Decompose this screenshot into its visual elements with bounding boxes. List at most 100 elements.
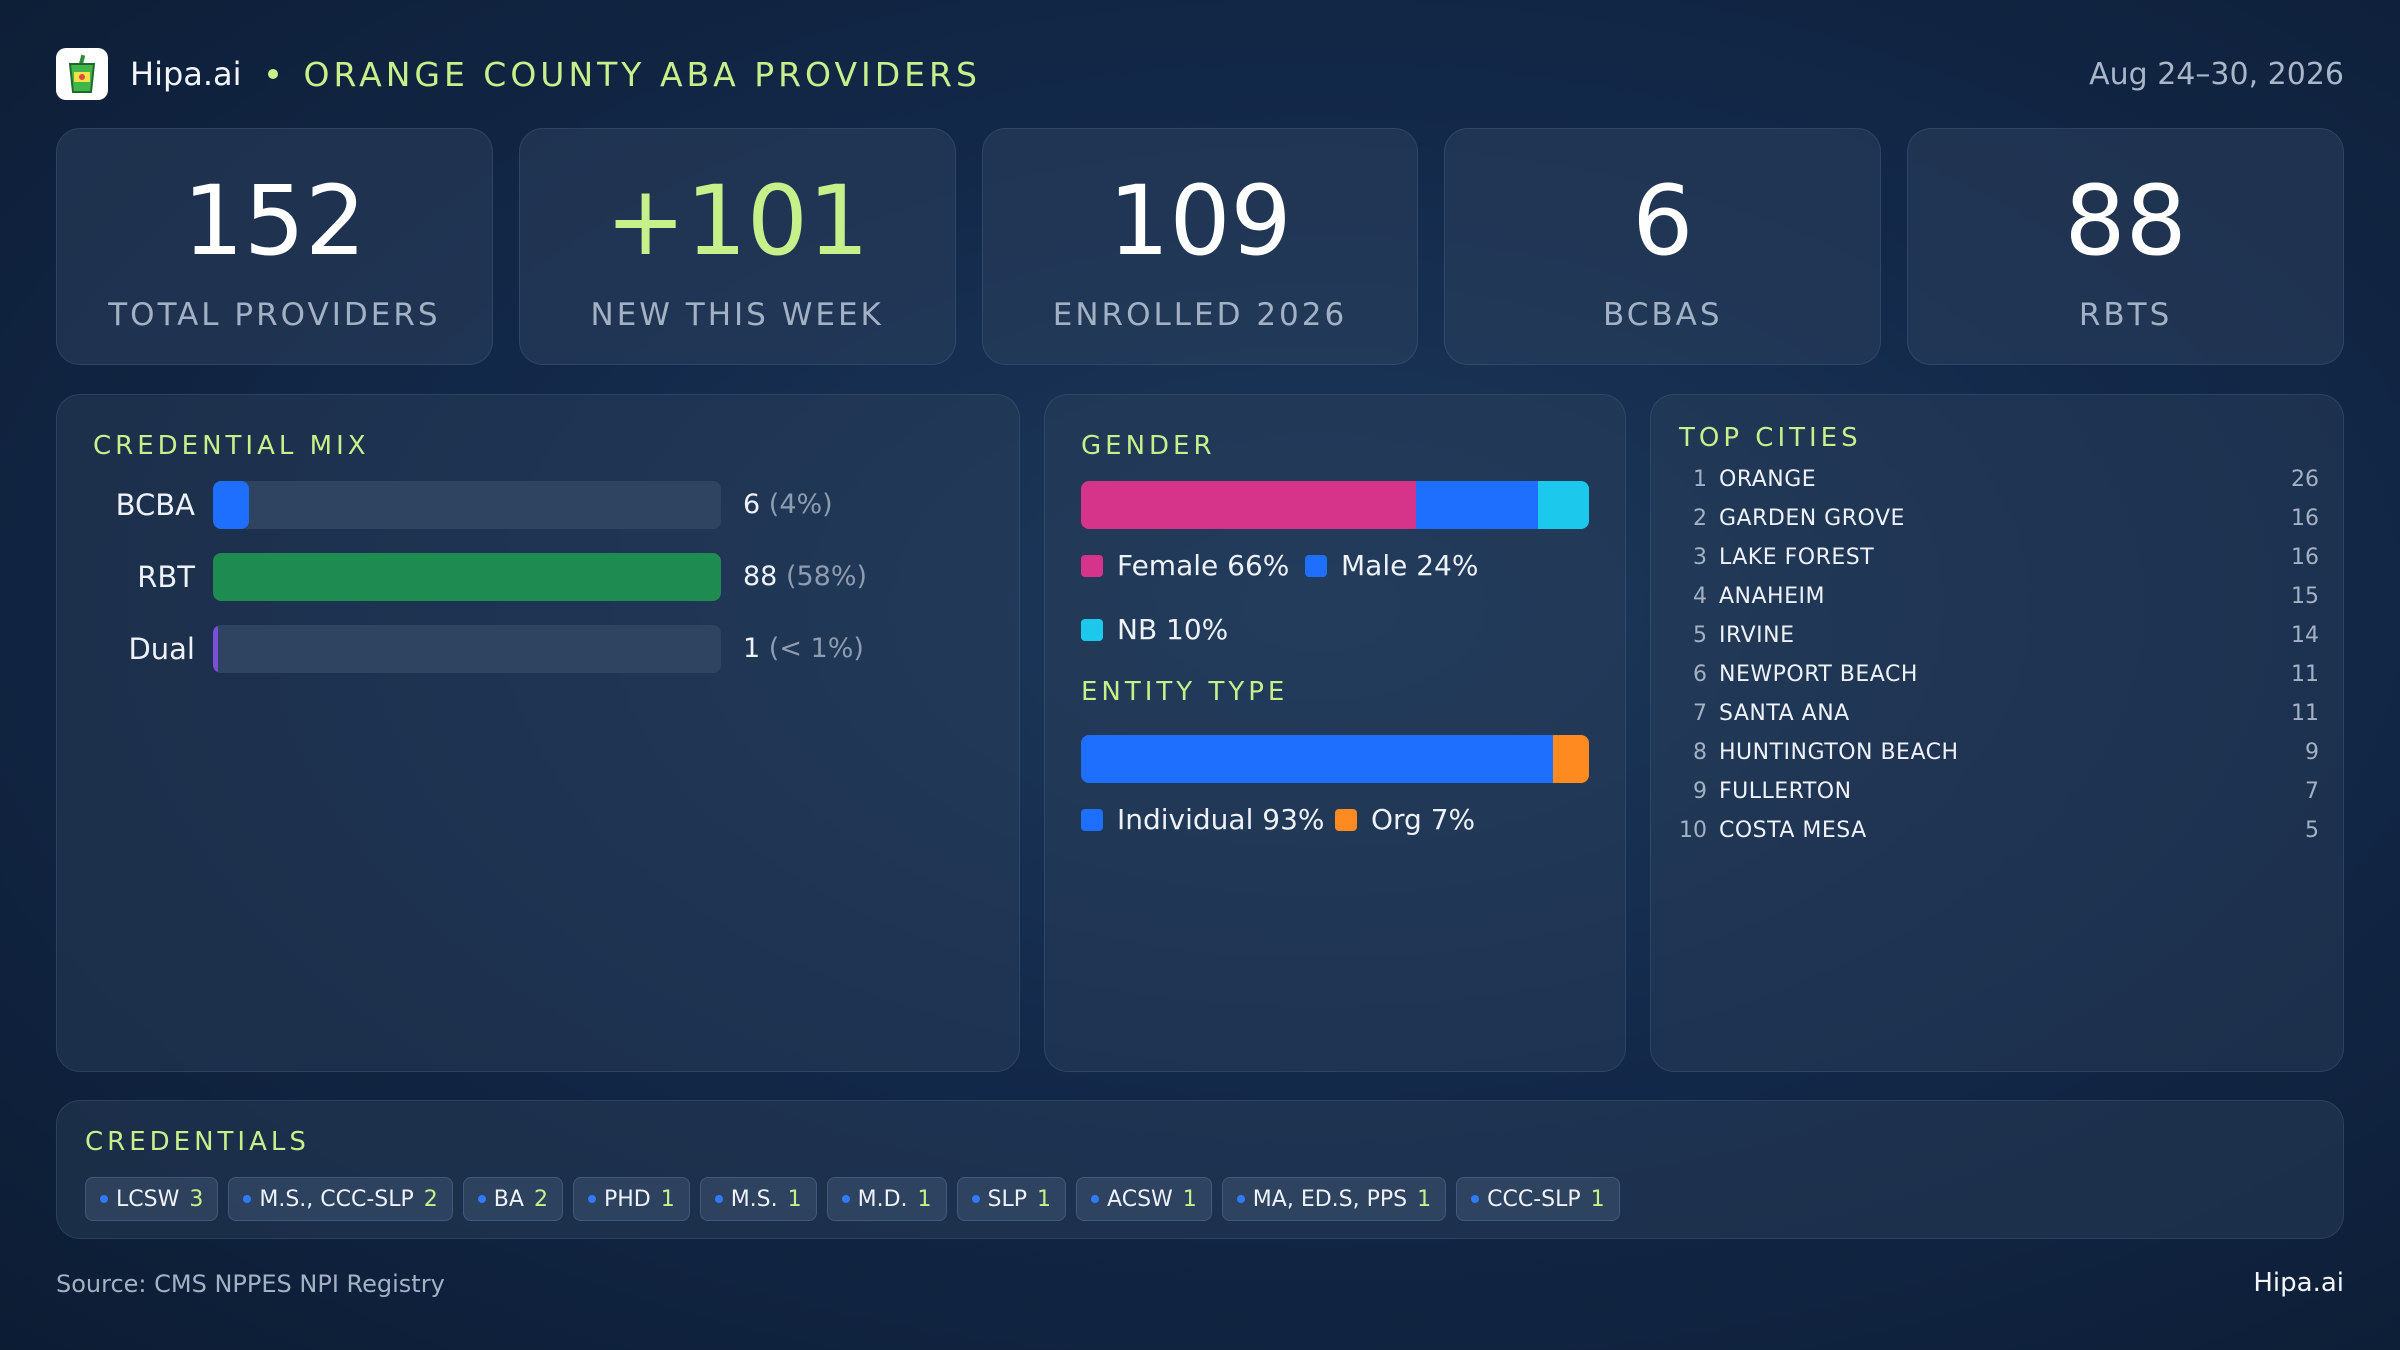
chip-count: 1 xyxy=(1182,1186,1197,1212)
mix-track xyxy=(213,625,721,673)
city-count: 26 xyxy=(2291,467,2319,492)
city-count: 14 xyxy=(2291,623,2319,648)
city-count: 15 xyxy=(2291,584,2319,609)
chip-count: 1 xyxy=(1037,1186,1052,1212)
mix-fill-bar xyxy=(213,481,249,529)
stat-cards: 152 TOTAL PROVIDERS +101 NEW THIS WEEK 1… xyxy=(56,128,2344,365)
city-row: 5 IRVINE 14 xyxy=(1679,623,2319,662)
entity-type-title: ENTITY TYPE xyxy=(1081,677,1289,707)
bullet-dot-icon xyxy=(1091,1195,1100,1203)
credential-chip: M.S. 1 xyxy=(699,1177,817,1221)
mix-track xyxy=(213,553,721,601)
header: Hipa.ai ORANGE COUNTY ABA PROVIDERS Aug … xyxy=(56,48,2344,100)
mix-count: 1 (< 1%) xyxy=(743,633,864,664)
stat-new-this-week: +101 NEW THIS WEEK xyxy=(518,128,956,365)
city-rank: 7 xyxy=(1693,701,1707,726)
city-row: 1 ORANGE 26 xyxy=(1679,467,2319,506)
stat-value: +101 xyxy=(605,165,870,277)
mix-row-bcba: BCBA 6 (4%) xyxy=(57,481,1021,529)
city-count: 11 xyxy=(2291,701,2319,726)
legend-male: Male 24% xyxy=(1305,549,1478,582)
bullet-dot-icon xyxy=(587,1195,596,1203)
city-name: IRVINE xyxy=(1719,623,1795,648)
bar-segment xyxy=(1553,735,1589,783)
city-row: 3 LAKE FOREST 16 xyxy=(1679,545,2319,584)
bar-segment xyxy=(1081,735,1554,783)
city-rank: 3 xyxy=(1693,545,1707,570)
chip-label: M.D. xyxy=(857,1186,908,1212)
credentials-title: CREDENTIALS xyxy=(85,1127,310,1157)
stat-bcbas: 6 BCBAS xyxy=(1444,128,1882,365)
city-rank: 10 xyxy=(1679,818,1707,843)
source-note: Source: CMS NPPES NPI Registry xyxy=(56,1270,445,1298)
bar-segment xyxy=(1416,481,1539,529)
mix-track xyxy=(213,481,721,529)
city-rank: 4 xyxy=(1693,584,1707,609)
chip-label: CCC-SLP xyxy=(1487,1186,1581,1212)
entity-stacked-bar xyxy=(1081,735,1589,783)
bullet-dot-icon xyxy=(477,1195,486,1203)
bullet-dot-icon xyxy=(714,1195,723,1203)
city-name: ORANGE xyxy=(1719,467,1817,492)
bar-segment xyxy=(1538,481,1589,529)
city-name: HUNTINGTON BEACH xyxy=(1719,740,1959,765)
city-name: ANAHEIM xyxy=(1719,584,1825,609)
stat-enrolled: 109 ENROLLED 2026 xyxy=(981,128,1419,365)
mix-row-rbt: RBT 88 (58%) xyxy=(57,553,1021,601)
chip-count: 1 xyxy=(1590,1186,1605,1212)
date-range: Aug 24–30, 2026 xyxy=(2089,56,2344,92)
city-rank: 1 xyxy=(1693,467,1707,492)
chip-label: MA, ED.S, PPS xyxy=(1252,1186,1408,1212)
city-name: GARDEN GROVE xyxy=(1719,506,1905,531)
top-cities-title: TOP CITIES xyxy=(1679,423,1862,453)
stat-label: TOTAL PROVIDERS xyxy=(108,297,441,333)
bullet-dot-icon xyxy=(1471,1195,1480,1203)
stat-label: BCBAS xyxy=(1603,297,1723,333)
city-rank: 9 xyxy=(1693,779,1707,804)
credential-chip: M.D. 1 xyxy=(826,1177,947,1221)
stat-rbts: 88 RBTS xyxy=(1907,128,2344,365)
mix-label: RBT xyxy=(137,560,195,594)
stat-value: 109 xyxy=(1108,165,1292,277)
credential-chips: LCSW 3 M.S., CCC-SLP 2 BA 2 PHD 1 M.S. 1 M.D. 1 SLP 1… xyxy=(85,1177,1620,1221)
chip-count: 1 xyxy=(1417,1186,1432,1212)
city-row: 10 COSTA MESA 5 xyxy=(1679,818,2319,857)
top-cities-panel: TOP CITIES 1 ORANGE 26 2 GARDEN GROVE 16 3 LAKE… xyxy=(1650,394,2344,1072)
stat-total-providers: 152 TOTAL PROVIDERS xyxy=(56,128,493,365)
credential-chip: PHD 1 xyxy=(572,1177,690,1221)
chip-label: ACSW xyxy=(1107,1186,1173,1212)
legend-female: Female 66% xyxy=(1081,549,1289,582)
bullet-dot-icon xyxy=(1236,1195,1245,1203)
city-count: 5 xyxy=(2305,818,2319,843)
chip-label: PHD xyxy=(603,1186,651,1212)
brand-name: Hipa.ai xyxy=(130,55,242,93)
stat-value: 88 xyxy=(2064,165,2187,277)
page-title: ORANGE COUNTY ABA PROVIDERS xyxy=(303,54,981,94)
stat-label: ENROLLED 2026 xyxy=(1052,297,1348,333)
chip-label: BA xyxy=(493,1186,524,1212)
gender-entity-panel: GENDER Female 66% Male 24% NB 10% ENTITY… xyxy=(1044,394,1626,1072)
credential-chip: CCC-SLP 1 xyxy=(1456,1177,1620,1221)
city-row: 2 GARDEN GROVE 16 xyxy=(1679,506,2319,545)
city-rank: 5 xyxy=(1693,623,1707,648)
bullet-dot-icon xyxy=(243,1195,252,1203)
gender-title: GENDER xyxy=(1081,431,1216,461)
legend-nb: NB 10% xyxy=(1081,613,1228,646)
city-count: 16 xyxy=(2291,545,2319,570)
chip-count: 1 xyxy=(917,1186,932,1212)
credential-mix-title: CREDENTIAL MIX xyxy=(93,431,370,461)
stat-label: RBTS xyxy=(2078,297,2173,333)
credential-chip: ACSW 1 xyxy=(1076,1177,1212,1221)
mix-count: 6 (4%) xyxy=(743,489,833,520)
stat-value: 152 xyxy=(182,165,367,277)
gender-stacked-bar xyxy=(1081,481,1589,529)
credential-mix-panel: CREDENTIAL MIX BCBA 6 (4%) RBT 88 (58%) … xyxy=(56,394,1020,1072)
separator-dot xyxy=(267,69,278,79)
chip-count: 2 xyxy=(533,1186,548,1212)
city-row: 7 SANTA ANA 11 xyxy=(1679,701,2319,740)
drink-cup-icon xyxy=(56,48,108,100)
chip-count: 2 xyxy=(423,1186,438,1212)
city-row: 8 HUNTINGTON BEACH 9 xyxy=(1679,740,2319,779)
city-row: 6 NEWPORT BEACH 11 xyxy=(1679,662,2319,701)
city-count: 11 xyxy=(2291,662,2319,687)
